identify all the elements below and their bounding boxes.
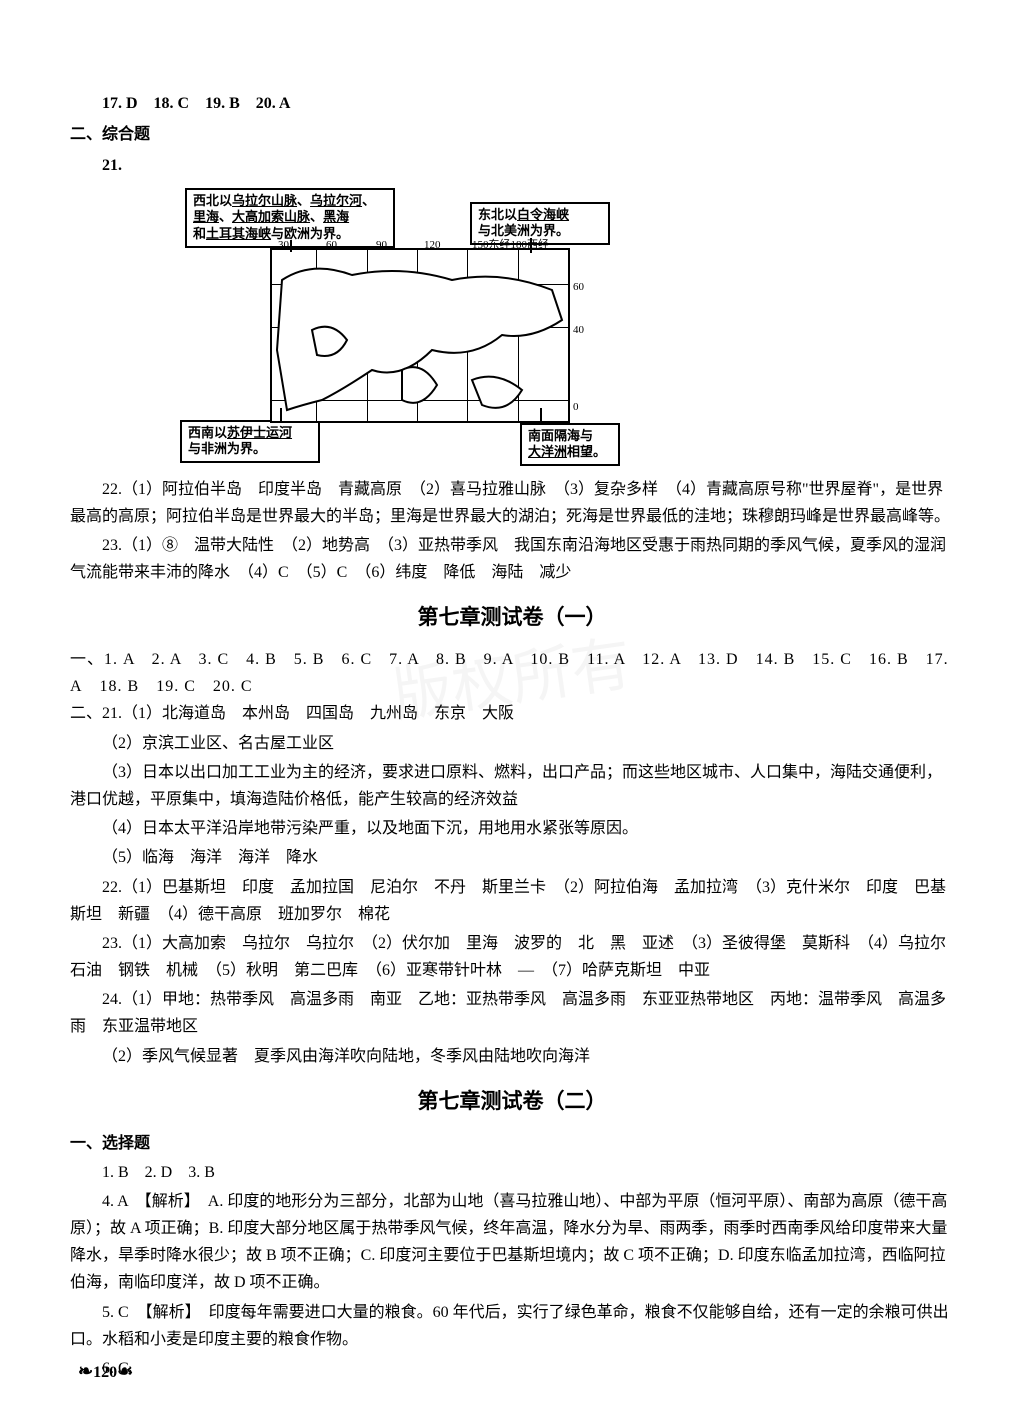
page-footer: ❧120☙ xyxy=(78,1356,133,1387)
ch7-2-a5: 5. C 【解析】 印度每年需要进口大量的粮食。60 年代后，实行了绿色革命，粮… xyxy=(70,1299,954,1353)
lon-tick-30: 30 xyxy=(278,236,289,255)
lon-tick-90: 90 xyxy=(376,236,387,255)
ch7-1-sec1: 一、1. A 2. A 3. C 4. B 5. B 6. C 7. A 8. … xyxy=(70,646,954,700)
ch7-1-q21-5: （5）临海 海洋 海洋 降水 xyxy=(70,844,954,871)
q22-text: 22.（1）阿拉伯半岛 印度半岛 青藏高原 （2）喜马拉雅山脉 （3）复杂多样 … xyxy=(70,476,954,530)
lat-tick-40: 40 xyxy=(573,321,584,340)
ch7-2-a6: 6. C xyxy=(70,1355,954,1382)
lon-tick-60: 60 xyxy=(326,236,337,255)
ch7-1-q21-4: （4）日本太平洋沿岸地带污染严重，以及地面下沉，用地用水紧张等原因。 xyxy=(70,815,954,842)
chapter-7-2-title: 第七章测试卷（二） xyxy=(70,1084,954,1120)
ch7-1-sec2-header: 二、21.（1）北海道岛 本州岛 四国岛 九州岛 东京 大阪 xyxy=(70,700,954,727)
ch7-1-q24: 24.（1）甲地：热带季风 高温多雨 南亚 乙地：亚热带季风 高温多雨 东亚亚热… xyxy=(70,986,954,1040)
lon-tick-120: 120 xyxy=(424,236,441,255)
footer-deco-left-icon: ❧ xyxy=(78,1361,93,1381)
q21-number: 21. xyxy=(70,152,954,179)
map-coastlines xyxy=(272,250,572,425)
ch7-1-q21-2: （2）京滨工业区、名古屋工业区 xyxy=(70,730,954,757)
top-answers: 17. D 18. C 19. B 20. A xyxy=(70,90,954,117)
lon-tick-150: 150东经180西经 xyxy=(472,236,549,255)
ch7-1-q24-2: （2）季风气候显著 夏季风由海洋吹向陆地，冬季风由陆地吹向海洋 xyxy=(70,1043,954,1070)
footer-deco-right-icon: ☙ xyxy=(117,1361,133,1381)
map-grid xyxy=(270,248,570,423)
ch7-1-q23: 23.（1）大高加索 乌拉尔 乌拉尔 （2）伏尔加 里海 波罗的 北 黑 亚述 … xyxy=(70,930,954,984)
page-number: 120 xyxy=(93,1364,117,1381)
q23-text: 23.（1）⑧ 温带大陆性 （2）地势高 （3）亚热带季风 我国东南沿海地区受惠… xyxy=(70,532,954,586)
lat-tick-0: 0 xyxy=(573,398,579,417)
section-2-header: 二、综合题 xyxy=(70,121,954,148)
ch7-2-a4: 4. A 【解析】 A. 印度的地形分为三部分，北部为山地（喜马拉雅山地）、中部… xyxy=(70,1188,954,1297)
map-figure: 西北以乌拉尔山脉、乌拉尔河、里海、大高加索山脉、黑海和土耳其海峡与欧洲为界。 东… xyxy=(180,188,680,468)
ch7-2-a1: 1. B 2. D 3. B xyxy=(70,1159,954,1186)
chapter-7-1-title: 第七章测试卷（一） xyxy=(70,600,954,636)
ch7-2-sec1-header: 一、选择题 xyxy=(70,1130,954,1157)
map-label-se: 南面隔海与大洋洲相望。 xyxy=(520,423,620,467)
map-label-sw: 西南以苏伊士运河与非洲为界。 xyxy=(180,420,320,464)
ch7-1-q21-3: （3）日本以出口加工工业为主的经济，要求进口原料、燃料，出口产品；而这些地区城市… xyxy=(70,759,954,813)
lat-tick-60: 60 xyxy=(573,278,584,297)
ch7-1-q22: 22.（1）巴基斯坦 印度 孟加拉国 尼泊尔 不丹 斯里兰卡 （2）阿拉伯海 孟… xyxy=(70,874,954,928)
